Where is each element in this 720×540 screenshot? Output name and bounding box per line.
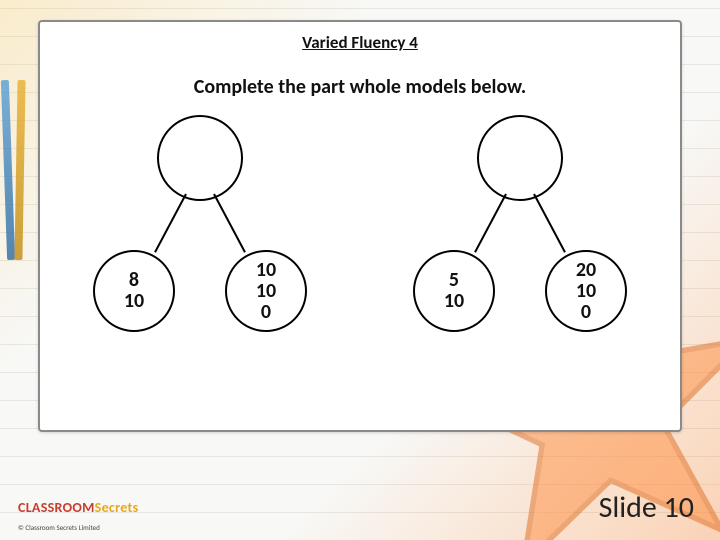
slide-number: Slide 10: [599, 489, 694, 526]
fraction-denominator: 10: [576, 281, 596, 302]
part-circle: 20 10 0: [545, 250, 627, 332]
parts-row: 5 10 20 10 0: [390, 250, 650, 332]
connector-line: [213, 194, 246, 253]
fraction-denominator: 10: [444, 291, 464, 312]
brand-logo: CLASSROOMSecrets: [18, 499, 139, 516]
part-whole-model: 5 10 20 10 0: [390, 105, 650, 335]
connector-line: [474, 194, 507, 253]
fraction-numerator: 10: [256, 260, 276, 281]
connector-line: [533, 194, 566, 253]
models-row: 8 10 10 10 0 5 10 20: [40, 105, 680, 335]
fraction-extra: 0: [581, 302, 591, 323]
fraction-numerator: 5: [449, 270, 459, 291]
fraction-denominator: 10: [124, 291, 144, 312]
part-circle: 5 10: [413, 250, 495, 332]
fraction-extra: 0: [261, 302, 271, 323]
whole-circle: [157, 115, 243, 201]
fraction-denominator: 10: [256, 281, 276, 302]
instruction-text: Complete the part whole models below.: [40, 75, 680, 99]
part-circle: 10 10 0: [225, 250, 307, 332]
connector-line: [154, 194, 187, 253]
parts-row: 8 10 10 10 0: [70, 250, 330, 332]
logo-right: Secrets: [95, 499, 139, 516]
part-circle: 8 10: [93, 250, 175, 332]
decorative-pencils: [0, 80, 40, 280]
content-frame: Varied Fluency 4 Complete the part whole…: [38, 20, 682, 432]
part-whole-model: 8 10 10 10 0: [70, 105, 330, 335]
fraction-numerator: 8: [129, 270, 139, 291]
worksheet-title: Varied Fluency 4: [40, 32, 680, 53]
logo-left: CLASSROOM: [18, 499, 95, 516]
whole-circle: [477, 115, 563, 201]
copyright-text: © Classroom Secrets Limited: [18, 523, 100, 532]
fraction-numerator: 20: [576, 260, 596, 281]
